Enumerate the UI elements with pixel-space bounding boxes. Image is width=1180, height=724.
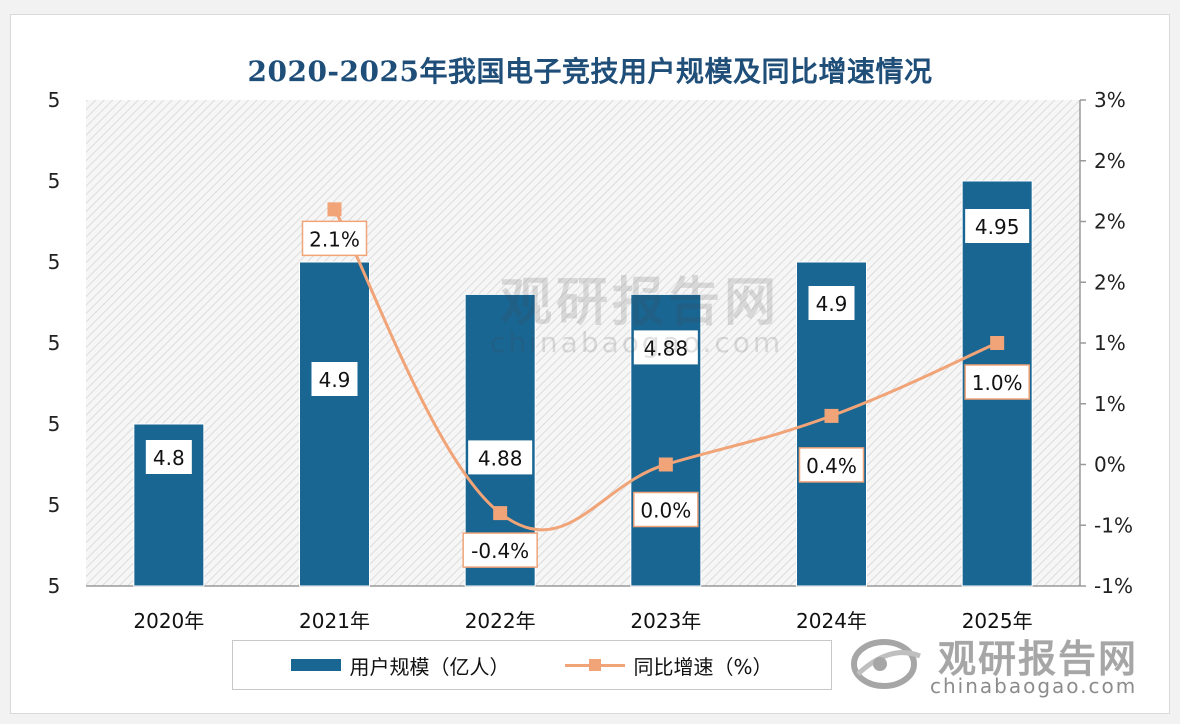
bar-label-box [468,440,533,475]
line-label-box [633,491,699,528]
line-point [658,457,673,472]
left-axis-tick-label: 5 [48,88,61,112]
bar-value-label: 4.9 [319,368,351,392]
watermark-logo-url: chinabaogao.com [930,674,1138,698]
left-axis-tick-label: 5 [48,574,61,598]
legend-line-swatch [565,659,626,671]
line-label-box [964,364,1030,400]
bar-label-box [808,286,855,320]
line-value-label: -0.4% [471,539,529,563]
right-axis-tick-label: 1% [1094,392,1126,416]
x-tick-label: 2022年 [465,609,536,633]
line-point [824,408,839,423]
line-value-label: 2.1% [309,227,360,251]
line-value-label: 0.0% [640,499,691,523]
left-axis-tick-label: 5 [48,493,61,517]
left-axis-tick-label: 5 [48,331,61,355]
right-axis-tick-label: -1% [1094,574,1133,598]
line-point [327,202,342,217]
growth-rate-line [333,208,998,532]
x-tick-label: 2023年 [630,609,701,633]
right-axis-tick-label: 0% [1094,453,1126,477]
x-tick-label: 2024年 [796,609,867,633]
x-tick-label: 2025年 [962,609,1033,633]
watermark-logo-text: 观研报告网 [938,637,1139,681]
legend-item-growth: 同比增速（%） [565,651,773,680]
legend-label-growth: 同比增速（%） [633,654,773,679]
bar-value-label: 4.9 [816,292,848,316]
x-tick-label: 2021年 [299,609,370,633]
right-axis-tick-label: 2% [1094,210,1126,234]
bar-value-label: 4.88 [644,336,689,360]
right-axis-tick-label: 2% [1094,149,1126,173]
chart-title: 2020-2025年我国电子竞技用户规模及同比增速情况 [247,55,933,88]
chart-legend: 用户规模（亿人） 同比增速（%） [232,640,832,690]
right-axis-tick-label: 1% [1094,331,1126,355]
legend-label-users: 用户规模（亿人） [349,654,510,679]
left-axis-tick-label: 5 [48,412,61,436]
line-label-box [301,220,368,257]
bar-value-label: 4.95 [975,215,1020,239]
left-axis-tick-label: 5 [48,250,61,274]
line-label-box [798,447,865,483]
bar-label-box [311,362,358,396]
x-tick-label: 2020年 [133,609,204,633]
plot-area [86,100,1080,586]
bar [299,261,370,587]
line-point [990,336,1005,350]
logo-icon [851,639,921,689]
bar-label-box [145,440,192,474]
corner-watermark: 观研报告网 chinabaogao.com [850,628,1170,708]
line-value-label: 0.4% [806,454,857,478]
line-value-label: 1.0% [972,371,1023,395]
right-axis-tick-label: -1% [1094,513,1133,537]
right-axis-tick-label: 3% [1094,88,1126,112]
right-axis-tick-label: 2% [1094,270,1126,294]
line-label-box [462,532,538,568]
bar-label-box [633,330,698,365]
line-point [493,506,508,521]
left-axis-tick-label: 5 [48,169,61,193]
legend-item-users: 用户规模（亿人） [291,651,509,680]
bar-value-label: 4.88 [478,446,523,470]
bar-label-box [965,209,1030,243]
bar-value-label: 4.8 [153,446,185,470]
legend-bar-swatch [291,659,342,671]
